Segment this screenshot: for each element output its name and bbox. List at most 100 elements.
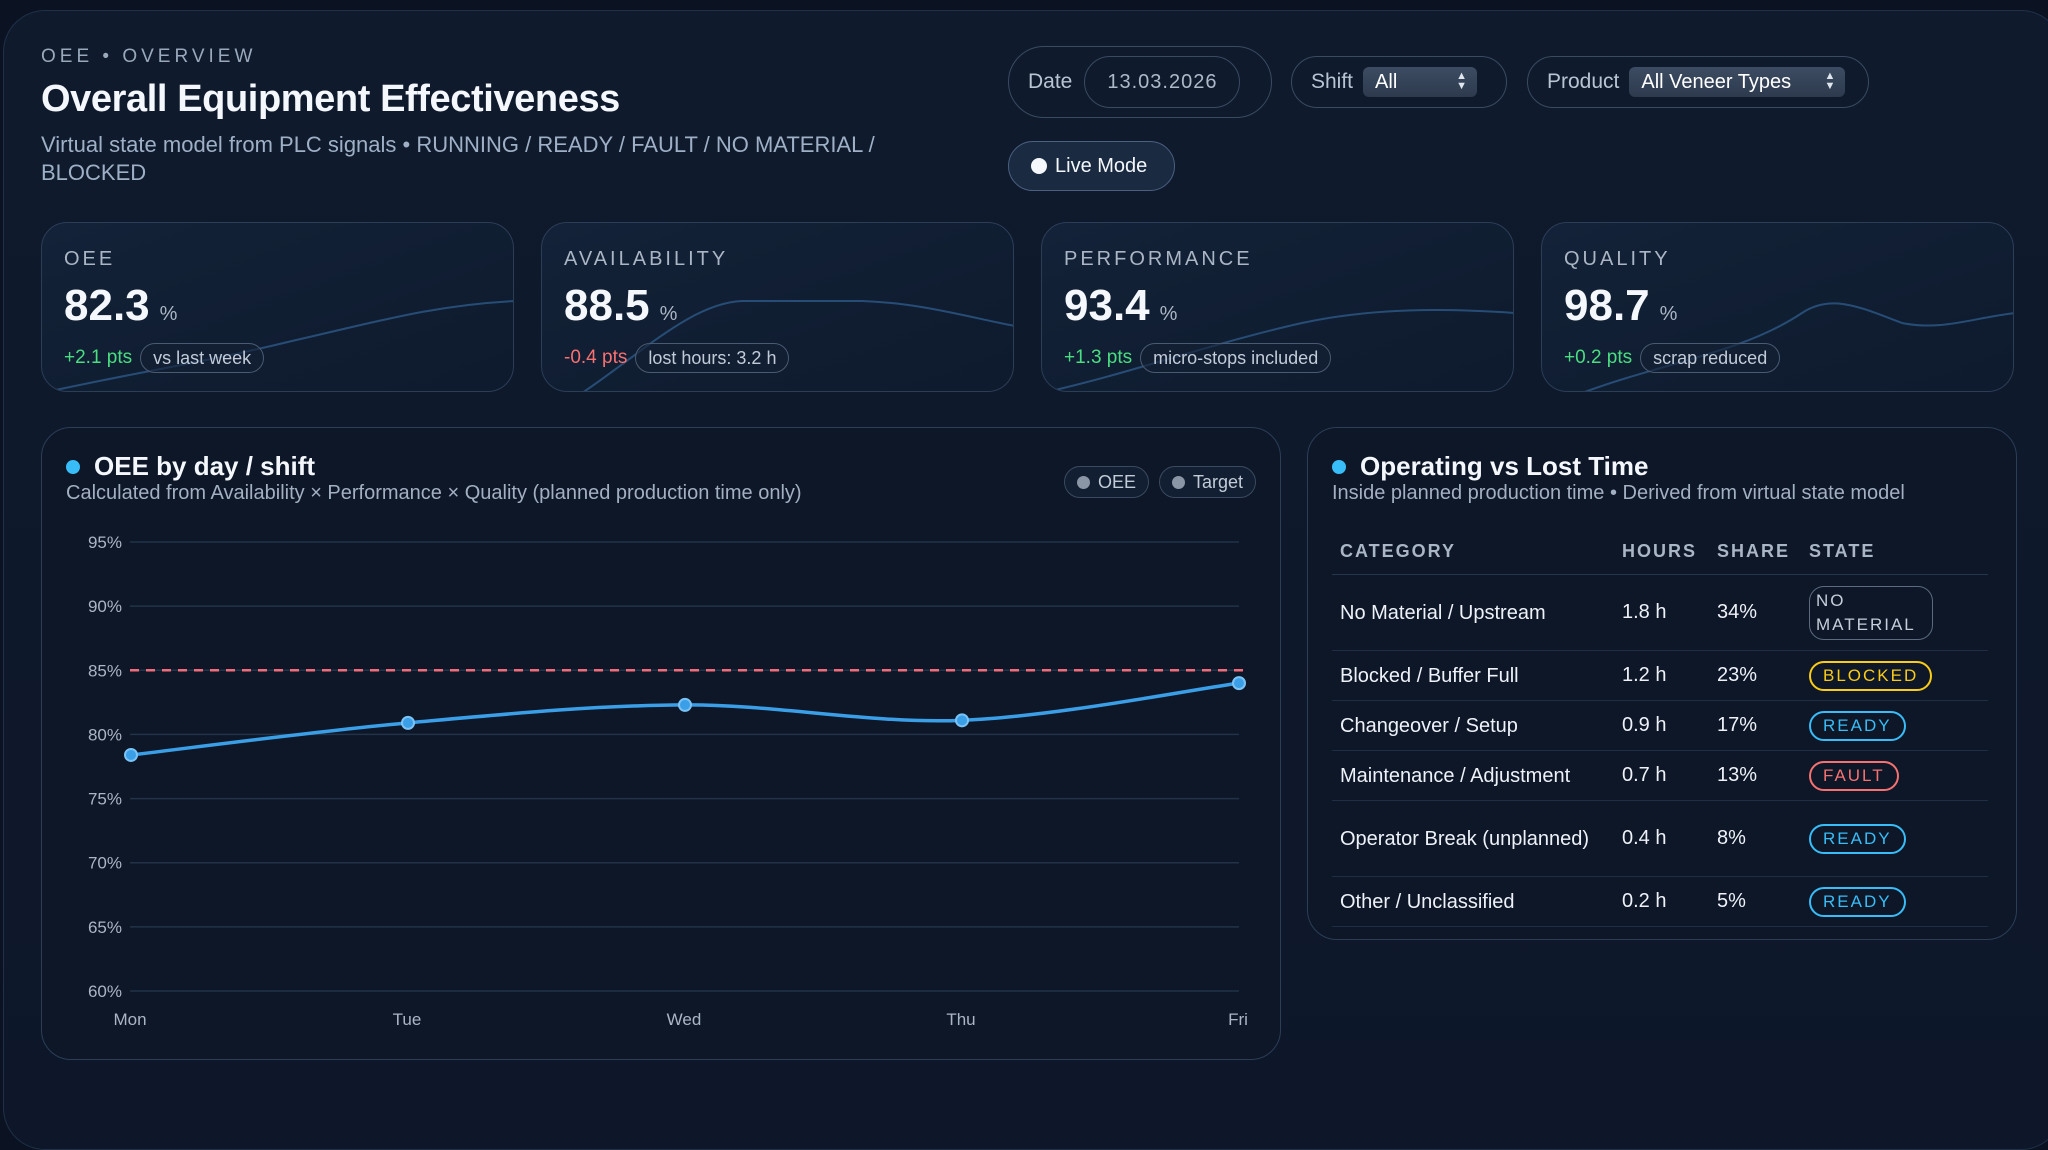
page-subtitle: Virtual state model from PLC signals • R…	[41, 132, 875, 185]
product-select-value: All Veneer Types	[1641, 70, 1792, 93]
cell-share: 5%	[1709, 876, 1801, 927]
cell-state: BLOCKED	[1801, 650, 1988, 701]
kpi-delta: +0.2 pts	[1564, 347, 1633, 368]
live-mode-toggle[interactable]: Live Mode	[1008, 141, 1175, 191]
select-arrows-icon: ▲ ▼	[1824, 70, 1836, 92]
kpi-card-quality: QUALITY 98.7% +0.2 pts scrap reduced	[1541, 222, 2014, 392]
legend-item-oee[interactable]: OEE	[1063, 466, 1149, 498]
select-arrows-icon: ▲ ▼	[1456, 70, 1468, 92]
date-filter: Date 13.03.2026	[1008, 46, 1272, 118]
y-tick-label: 75%	[88, 790, 122, 809]
kpi-value: 82.3%	[64, 281, 178, 330]
kpi-card-performance: PERFORMANCE 93.4% +1.3 pts micro-stops i…	[1041, 222, 1514, 392]
cell-hours: 0.4 h	[1614, 800, 1709, 877]
x-tick-label: Mon	[113, 1010, 146, 1029]
table-row[interactable]: Changeover / Setup 0.9 h 17% READY	[1332, 700, 1988, 751]
oee-panel-title: OEE by day / shift	[66, 451, 315, 482]
cell-state: READY	[1801, 700, 1988, 751]
column-header: SHARE	[1709, 528, 1801, 575]
kpi-footer: +2.1 pts vs last week	[64, 343, 265, 373]
cell-hours: 1.8 h	[1614, 574, 1709, 651]
kpi-tag: scrap reduced	[1640, 343, 1781, 373]
state-badge: FAULT	[1809, 760, 1899, 791]
y-tick-label: 70%	[88, 854, 122, 873]
kpi-footer: +0.2 pts scrap reduced	[1564, 343, 1781, 373]
legend-dot-icon	[1076, 475, 1090, 489]
oee-chart-panel: OEE by day / shift Calculated from Avail…	[41, 427, 1281, 1060]
kpi-card-availability: AVAILABILITY 88.5% -0.4 pts lost hours: …	[541, 222, 1014, 392]
oee-series-line	[130, 681, 1240, 757]
kpi-value: 93.4%	[1064, 281, 1178, 330]
sparkline	[46, 300, 513, 391]
oee-line-chart: 95% 90% 85% 80% 75% 70% 65% 60% Mon Tue Wed Thu Fri	[88, 533, 1248, 1029]
kpi-footer: +1.3 pts micro-stops included	[1064, 343, 1332, 373]
y-tick-label: 80%	[88, 725, 122, 744]
state-badge: BLOCKED	[1809, 660, 1933, 691]
cell-state: READY	[1801, 800, 1988, 877]
table-row[interactable]: Operator Break (unplanned) 0.4 h 8% READY	[1332, 800, 1988, 877]
y-tick-label: 90%	[88, 597, 122, 616]
oee-panel-subtitle: Calculated from Availability × Performan…	[66, 482, 802, 504]
kpi-footer: -0.4 pts lost hours: 3.2 h	[564, 343, 790, 373]
state-badge: READY	[1809, 886, 1906, 917]
kpi-label: AVAILABILITY	[564, 248, 729, 270]
table-row[interactable]: Other / Unclassified 0.2 h 5% READY	[1332, 876, 1988, 927]
x-tick-label: Thu	[946, 1010, 975, 1029]
lost-panel-title: Operating vs Lost Time	[1332, 451, 1648, 482]
kpi-delta: +1.3 pts	[1064, 347, 1133, 368]
product-select[interactable]: All Veneer Types ▲ ▼	[1629, 67, 1846, 97]
cell-category: Other / Unclassified	[1332, 876, 1614, 927]
kpi-label: OEE	[64, 248, 116, 270]
cell-category: Blocked / Buffer Full	[1332, 650, 1614, 701]
panel-dot-icon	[66, 459, 80, 474]
chart-legend: OEE Target	[1054, 466, 1256, 498]
shift-label: Shift	[1311, 70, 1354, 93]
x-tick-label: Tue	[393, 1010, 422, 1029]
cell-hours: 0.2 h	[1614, 876, 1709, 927]
cell-hours: 0.9 h	[1614, 700, 1709, 751]
date-input[interactable]: 13.03.2026	[1084, 56, 1241, 108]
date-label: Date	[1028, 70, 1073, 93]
shift-filter: Shift All ▲ ▼	[1291, 56, 1507, 108]
live-indicator-icon	[1031, 158, 1047, 174]
panel-dot-icon	[1332, 459, 1346, 474]
x-tick-label: Fri	[1228, 1010, 1248, 1029]
kpi-tag: vs last week	[140, 343, 265, 373]
cell-category: Changeover / Setup	[1332, 700, 1614, 751]
cell-share: 23%	[1709, 650, 1801, 701]
kpi-value: 88.5%	[564, 281, 678, 330]
shift-select[interactable]: All ▲ ▼	[1363, 67, 1478, 97]
oee-data-point	[401, 715, 415, 730]
lost-panel-subtitle: Inside planned production time • Derived…	[1332, 482, 1905, 504]
table-row[interactable]: Maintenance / Adjustment 0.7 h 13% FAULT	[1332, 750, 1988, 801]
kpi-delta: -0.4 pts	[564, 347, 628, 368]
kpi-label: QUALITY	[1564, 248, 1671, 270]
oee-data-point	[678, 697, 692, 712]
table-row[interactable]: Blocked / Buffer Full 1.2 h 23% BLOCKED	[1332, 650, 1988, 701]
kpi-value: 98.7%	[1564, 281, 1678, 330]
y-tick-label: 60%	[88, 982, 122, 1001]
cell-share: 17%	[1709, 700, 1801, 751]
cell-state: FAULT	[1801, 750, 1988, 801]
sparkline	[583, 300, 1013, 391]
y-tick-label: 95%	[88, 533, 122, 552]
x-tick-label: Wed	[667, 1010, 702, 1029]
y-tick-label: 65%	[88, 918, 122, 937]
cell-state: READY	[1801, 876, 1988, 927]
state-badge: READY	[1809, 823, 1906, 854]
column-header: HOURS	[1614, 528, 1709, 575]
table-row[interactable]: No Material / Upstream 1.8 h 34% NO MATERIA…	[1332, 574, 1988, 651]
kpi-delta: +2.1 pts	[64, 347, 133, 368]
cell-share: 8%	[1709, 800, 1801, 877]
live-mode-label: Live Mode	[1055, 154, 1148, 177]
oee-data-point	[124, 747, 138, 762]
cell-hours: 0.7 h	[1614, 750, 1709, 801]
product-label: Product	[1547, 70, 1620, 93]
column-header: CATEGORY	[1332, 528, 1614, 575]
sparkline	[1046, 309, 1513, 391]
legend-item-target[interactable]: Target	[1158, 466, 1256, 498]
cell-state: NO MATERIAL	[1801, 574, 1988, 651]
oee-data-point	[1232, 676, 1246, 691]
kpi-tag: lost hours: 3.2 h	[635, 343, 790, 373]
state-badge: NO MATERIAL	[1809, 585, 1933, 640]
